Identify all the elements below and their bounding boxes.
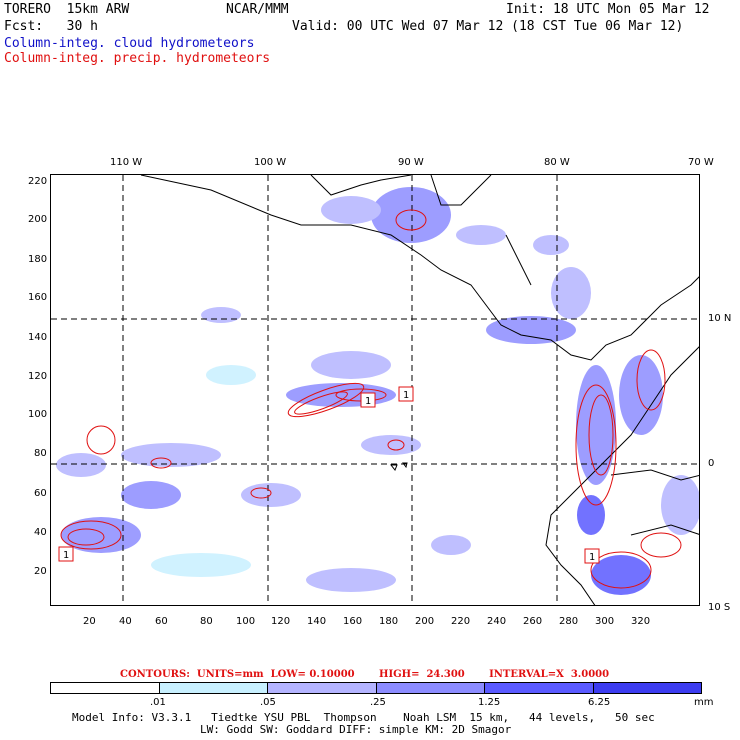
x-tick-120: 120 xyxy=(271,616,291,627)
forecast-hour: Fcst: 30 h xyxy=(4,19,98,34)
lon-label-70w: 70 W xyxy=(688,157,714,168)
valid-time: Valid: 00 UTC Wed 07 Mar 12 (18 CST Tue … xyxy=(292,19,684,34)
legend-swatch xyxy=(593,683,701,693)
y-tick-120: 120 xyxy=(28,371,48,382)
model-title: TORERO 15km ARW xyxy=(4,2,130,17)
lat-label-0: 0 xyxy=(708,458,715,469)
y-tick-220: 220 xyxy=(28,176,48,187)
legend-value-1: .01 xyxy=(150,697,166,708)
cloud-shading xyxy=(56,187,699,595)
y-tick-20: 20 xyxy=(34,566,47,577)
map-canvas: 1 1 1 1 xyxy=(51,175,699,605)
model-info-line2: LW: Godd SW: Goddard DIFF: simple KM: 2D… xyxy=(200,723,512,736)
legend-swatch xyxy=(51,683,160,693)
legend-value-4: 1.25 xyxy=(478,697,501,708)
field-precip-label: Column-integ. precip. hydrometeors xyxy=(4,51,271,66)
lon-label-100w: 100 W xyxy=(254,157,287,168)
lon-label-80w: 80 W xyxy=(544,157,570,168)
contours-info: CONTOURS: UNITS=mm LOW= 0.10000 HIGH= 24… xyxy=(120,669,610,680)
y-tick-80: 80 xyxy=(34,448,47,459)
precip-contours xyxy=(60,209,682,589)
high-marker-4: 1 xyxy=(63,550,69,561)
x-tick-140: 140 xyxy=(307,616,327,627)
legend-swatch xyxy=(268,683,377,693)
high-marker-2: 1 xyxy=(403,390,409,401)
y-tick-200: 200 xyxy=(28,214,48,225)
legend-value-5: 6.25 xyxy=(588,697,611,708)
high-marker-1: 1 xyxy=(365,396,371,407)
init-time: Init: 18 UTC Mon 05 Mar 12 xyxy=(506,2,710,17)
y-tick-140: 140 xyxy=(28,332,48,343)
organization: NCAR/MMM xyxy=(226,2,289,17)
lon-label-110w: 110 W xyxy=(110,157,143,168)
x-tick-220: 220 xyxy=(451,616,471,627)
lon-label-90w: 90 W xyxy=(398,157,424,168)
y-tick-100: 100 xyxy=(28,409,48,420)
legend-swatch xyxy=(159,683,268,693)
legend-value-3: .25 xyxy=(370,697,386,708)
y-tick-180: 180 xyxy=(28,254,48,265)
legend-swatch xyxy=(485,683,594,693)
x-tick-200: 200 xyxy=(415,616,435,627)
x-tick-20: 20 xyxy=(83,616,96,627)
x-tick-40: 40 xyxy=(119,616,132,627)
y-tick-40: 40 xyxy=(34,527,47,538)
high-marker-3: 1 xyxy=(589,552,595,563)
legend-unit: mm xyxy=(694,697,714,708)
y-tick-60: 60 xyxy=(34,488,47,499)
high-markers: 1 1 1 1 xyxy=(58,386,600,564)
x-tick-240: 240 xyxy=(487,616,507,627)
field-cloud-label: Column-integ. cloud hydrometeors xyxy=(4,36,255,51)
x-tick-280: 280 xyxy=(559,616,579,627)
x-tick-180: 180 xyxy=(379,616,399,627)
x-tick-60: 60 xyxy=(155,616,168,627)
x-tick-100: 100 xyxy=(236,616,256,627)
x-tick-320: 320 xyxy=(631,616,651,627)
lat-label-10n: 10 N xyxy=(708,313,732,324)
lat-label-10s: 10 S xyxy=(708,602,731,613)
x-tick-80: 80 xyxy=(200,616,213,627)
model-info-line1: Model Info: V3.3.1 Tiedtke YSU PBL Thomp… xyxy=(72,711,655,724)
x-tick-160: 160 xyxy=(343,616,363,627)
y-tick-160: 160 xyxy=(28,292,48,303)
x-tick-260: 260 xyxy=(523,616,543,627)
color-legend-bar xyxy=(50,682,702,694)
x-tick-300: 300 xyxy=(595,616,615,627)
legend-swatch xyxy=(376,683,485,693)
legend-value-2: .05 xyxy=(260,697,276,708)
map-panel: 1 1 1 1 xyxy=(50,174,700,606)
